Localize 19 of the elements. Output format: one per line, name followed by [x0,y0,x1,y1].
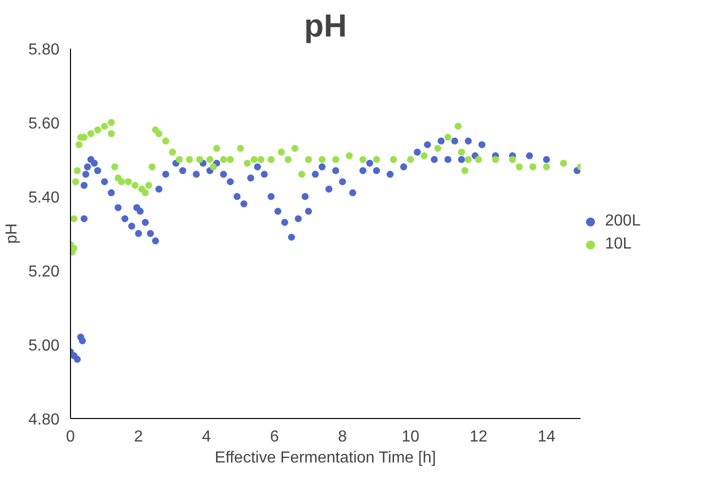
y-axis-title: pH [3,223,20,244]
x-tick-label: 6 [270,428,280,446]
chart-title: pH [304,8,347,44]
x-tick-label: 2 [134,428,144,446]
x-tick-label: 10 [402,428,420,446]
x-tick-label: 4 [202,428,212,446]
x-tick-label: 8 [338,428,348,446]
y-tick-label: 4.80 [28,412,60,428]
x-axis-title: Effective Fermentation Time [h] [214,450,436,466]
legend-label: 200L [605,212,641,230]
y-tick-label: 5.80 [28,42,60,58]
x-tick-label: 12 [470,428,488,446]
y-tick-label: 5.00 [28,338,60,354]
y-tick-label: 5.60 [28,116,60,132]
x-tick-label: 14 [538,428,556,446]
y-tick-label: 5.20 [28,264,60,280]
x-tick-label: 0 [66,428,76,446]
legend-label: 10L [605,236,632,254]
y-tick-label: 5.40 [28,190,60,206]
